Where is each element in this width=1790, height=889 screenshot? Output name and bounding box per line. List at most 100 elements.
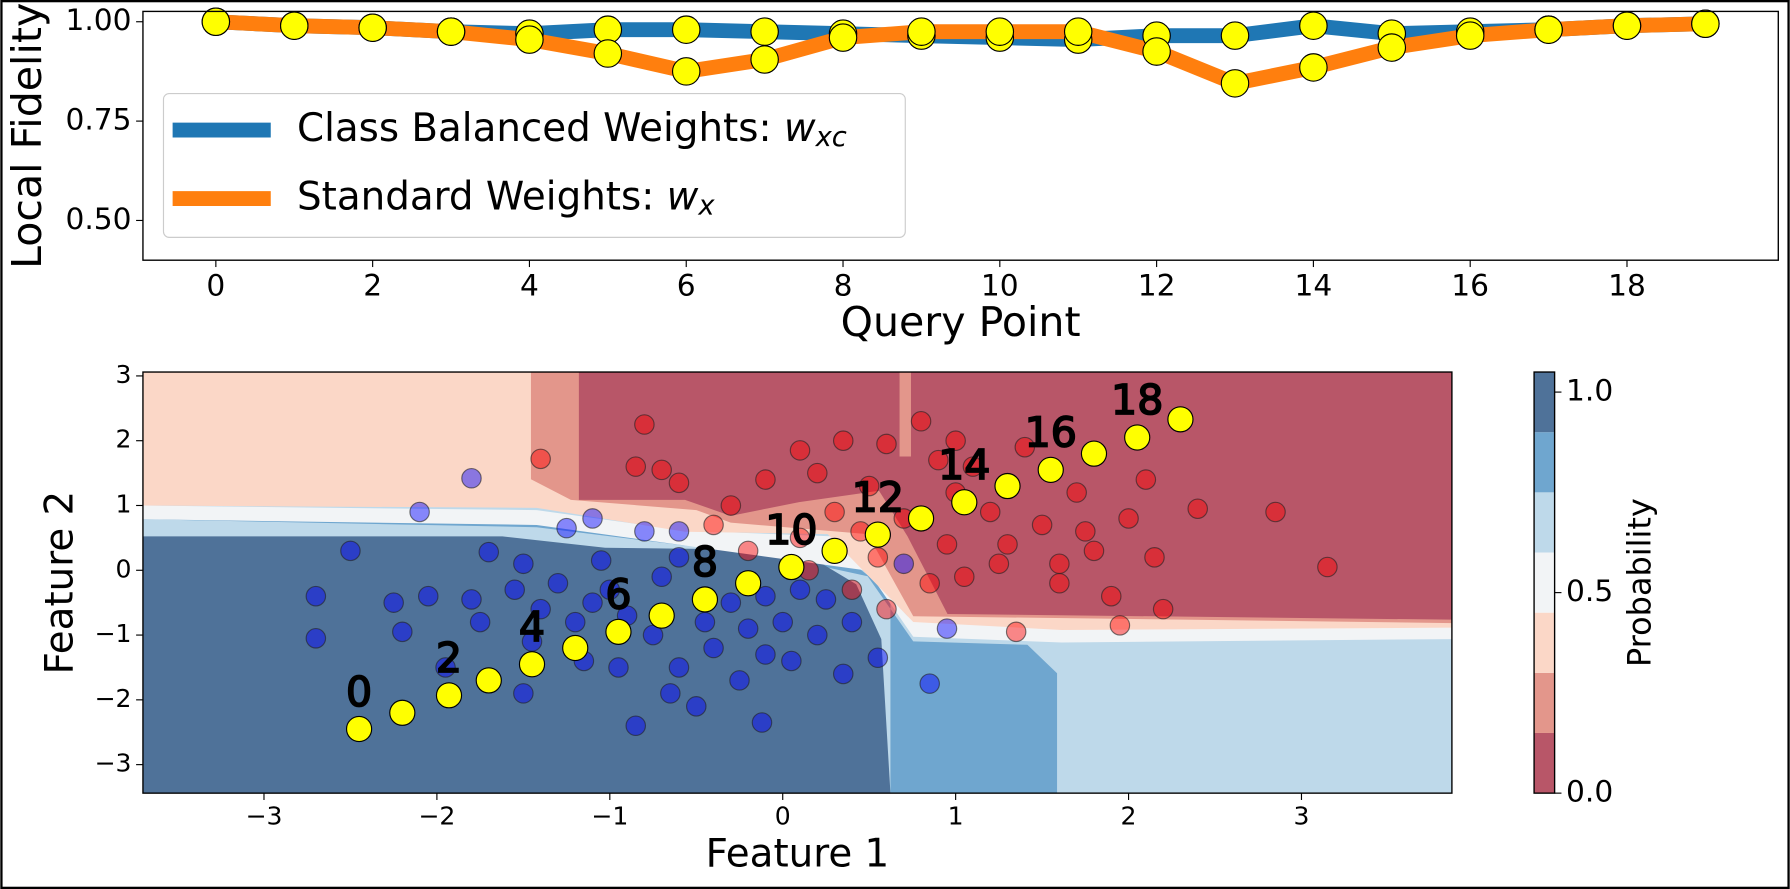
marker — [1691, 9, 1720, 38]
colorbar-band — [1534, 372, 1555, 433]
data-point — [755, 585, 776, 607]
query-label: 4 — [519, 603, 545, 651]
y-axis-label: Local Fidelity — [3, 3, 51, 269]
colorbar-tick-label: 0.5 — [1566, 573, 1613, 608]
x-tick-label: 16 — [1451, 268, 1489, 303]
marker — [1455, 21, 1485, 50]
query-point — [907, 505, 935, 532]
data-point — [928, 449, 949, 471]
marker — [358, 13, 387, 42]
marker — [750, 45, 779, 74]
x-tick-label: 0 — [775, 801, 791, 830]
data-point — [668, 547, 690, 568]
data-point — [1014, 436, 1036, 458]
query-label: 6 — [605, 571, 631, 619]
query-point — [691, 586, 719, 613]
data-point — [435, 657, 456, 678]
marker — [750, 17, 779, 46]
marker — [1612, 11, 1642, 40]
data-point — [755, 644, 776, 665]
data-point — [1135, 469, 1157, 490]
data-point — [694, 611, 716, 633]
data-point — [305, 585, 327, 607]
data-point — [703, 514, 724, 536]
query-point — [821, 537, 848, 564]
marker — [1063, 17, 1093, 46]
data-point — [751, 712, 773, 733]
query-point — [951, 489, 978, 516]
marker — [201, 7, 231, 37]
colorbar-band — [1534, 492, 1555, 553]
y-tick-label: 1 — [116, 489, 132, 518]
query-point — [562, 634, 589, 662]
data-point — [530, 448, 551, 470]
data-point — [954, 566, 975, 588]
marker — [1534, 15, 1563, 44]
data-point — [590, 550, 612, 571]
data-point — [469, 611, 491, 633]
marker — [907, 17, 936, 46]
x-tick-label: 2 — [1121, 801, 1137, 830]
data-point — [417, 585, 439, 607]
legend-box — [162, 93, 906, 238]
x-tick-label: 3 — [1293, 801, 1309, 830]
query-label: 8 — [692, 538, 718, 586]
data-point — [815, 589, 837, 610]
query-point — [345, 715, 373, 743]
data-point — [867, 547, 889, 568]
data-point — [513, 553, 534, 575]
query-point — [605, 618, 632, 645]
data-point — [305, 628, 327, 649]
query-point — [864, 521, 891, 548]
y-tick-label: −3 — [95, 749, 132, 778]
query-point — [735, 570, 762, 597]
marker — [1220, 69, 1250, 98]
marker — [1142, 37, 1171, 66]
data-point — [936, 534, 958, 555]
data-point — [824, 501, 845, 523]
data-point — [1118, 508, 1139, 529]
y-axis-label: Feature 2 — [37, 491, 82, 675]
data-point — [608, 657, 629, 678]
y-tick-label: 3 — [116, 360, 132, 389]
data-point — [582, 592, 603, 613]
colorbar-frame — [1533, 371, 1556, 794]
data-point — [876, 433, 897, 455]
x-tick-label: 18 — [1608, 268, 1646, 303]
colorbar-band — [1534, 612, 1555, 673]
data-point — [1100, 585, 1122, 607]
data-point — [1031, 514, 1053, 536]
marker — [671, 15, 701, 44]
x-tick-label: −3 — [245, 801, 282, 830]
y-tick-label: 0 — [116, 554, 132, 583]
data-point — [841, 579, 863, 600]
data-point — [660, 683, 681, 704]
legend-label: Standard Weights: wx — [297, 174, 715, 221]
marker — [436, 17, 466, 46]
data-point — [1109, 615, 1131, 636]
data-point — [461, 589, 482, 610]
data-point — [945, 430, 966, 451]
query-point — [1037, 456, 1064, 483]
legend-label: Class Balanced Weights: wxc — [297, 106, 847, 153]
query-label: 16 — [1025, 409, 1077, 457]
data-point — [513, 683, 534, 704]
data-point — [1083, 540, 1105, 562]
y-tick-label: 0.50 — [65, 201, 131, 236]
region — [142, 536, 891, 794]
query-point — [1124, 424, 1151, 451]
data-point — [1075, 521, 1096, 542]
data-point — [867, 647, 889, 669]
x-tick-label: −1 — [591, 801, 628, 830]
data-point — [1152, 598, 1174, 620]
y-tick-label: 0.75 — [65, 102, 131, 137]
data-point — [668, 472, 690, 494]
marker — [279, 11, 309, 40]
data-point — [988, 553, 1010, 575]
y-tick-label: 2 — [116, 425, 132, 454]
data-point — [564, 611, 586, 633]
data-point — [1187, 498, 1208, 520]
region — [142, 513, 1058, 794]
query-label: 18 — [1111, 376, 1163, 424]
